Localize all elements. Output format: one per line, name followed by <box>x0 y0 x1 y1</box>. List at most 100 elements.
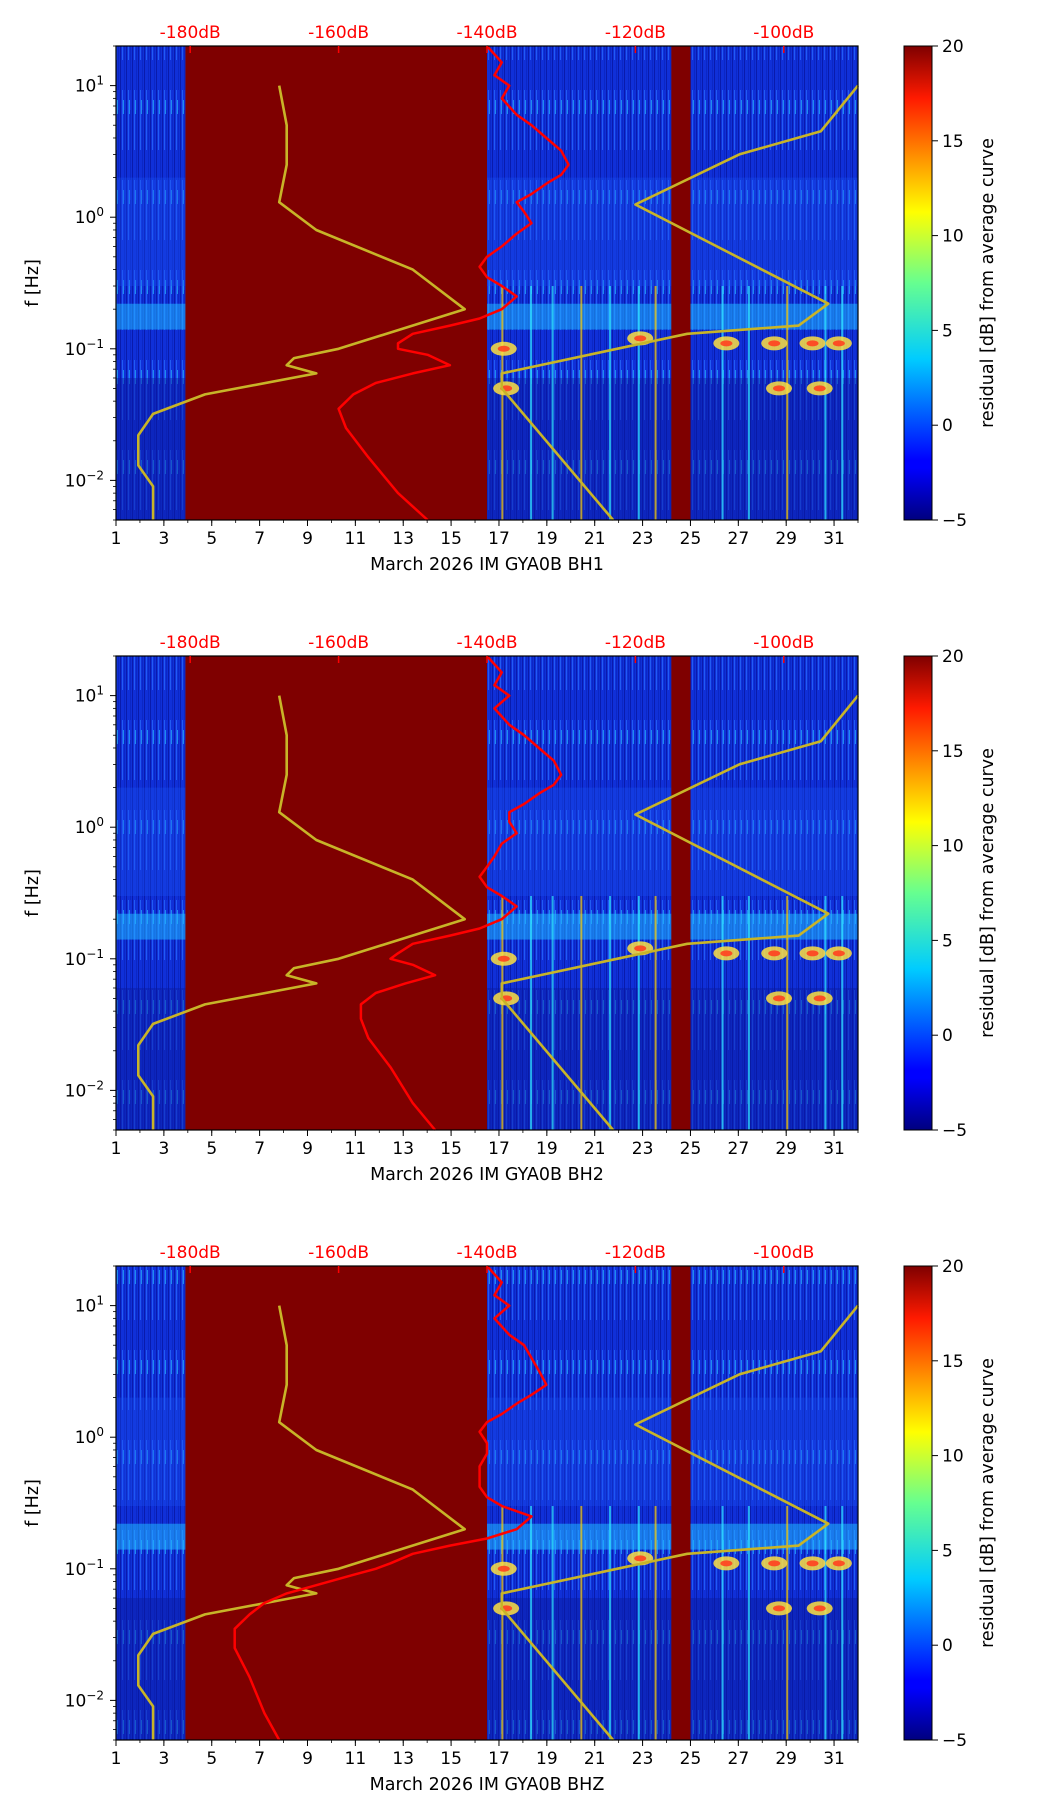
x-tick-label: 27 <box>728 529 750 549</box>
top-db-tick-label: -120dB <box>605 633 666 653</box>
x-tick-label: 25 <box>680 529 702 549</box>
top-db-tick-label: -160dB <box>308 1243 369 1263</box>
transient-streak <box>841 1506 844 1740</box>
x-tick-label: 17 <box>488 1139 510 1159</box>
energy-blob-core <box>720 340 733 347</box>
transient-streak <box>654 286 657 520</box>
colorbar-tick-label: 10 <box>942 837 964 857</box>
colorbar <box>903 45 933 521</box>
x-tick-label: 27 <box>728 1139 750 1159</box>
x-tick-label: 11 <box>345 1749 367 1769</box>
x-tick-label: 9 <box>302 1749 313 1769</box>
colorbar-tick-label: 20 <box>942 37 964 57</box>
energy-blob-core <box>720 950 733 957</box>
x-tick-label: 3 <box>158 529 169 549</box>
energy-blob-core <box>806 340 819 347</box>
x-tick-label: 7 <box>254 1139 265 1159</box>
y-tick-label: 100 <box>75 1425 104 1448</box>
x-tick-label: 19 <box>536 1749 558 1769</box>
energy-blob-core <box>832 1560 845 1567</box>
energy-blob-core <box>720 1560 733 1567</box>
energy-blob-core <box>497 1565 510 1572</box>
x-tick-label: 1 <box>111 1749 122 1769</box>
noise-model-curve-second <box>500 694 860 1131</box>
transient-streak <box>654 1506 657 1740</box>
top-db-tick-label: -140dB <box>456 633 517 653</box>
x-tick-label: 9 <box>302 529 313 549</box>
transient-streak <box>824 896 827 1130</box>
x-tick-label: 7 <box>254 1749 265 1769</box>
energy-blob-core <box>768 1560 781 1567</box>
top-db-tick-label: -100dB <box>753 23 814 43</box>
top-db-tick-label: -100dB <box>753 1243 814 1263</box>
x-axis-label: March 2026 IM GYA0B BHZ <box>370 1775 605 1795</box>
transient-streak <box>551 896 554 1130</box>
y-tick-label: 100 <box>75 205 104 228</box>
data-gap <box>185 1266 487 1740</box>
colorbar-label: residual [dB] from average curve <box>978 1358 998 1648</box>
y-tick-label: 100 <box>75 815 104 838</box>
colorbar-tick-label: −5 <box>942 511 967 531</box>
top-db-tick-label: -120dB <box>605 1243 666 1263</box>
x-tick-label: 1 <box>111 1139 122 1159</box>
colorbar-tick-label: 0 <box>942 1636 953 1656</box>
transient-streak <box>824 1506 827 1740</box>
transient-streak <box>609 1506 612 1740</box>
transient-streak <box>747 1506 750 1740</box>
data-gap <box>671 656 691 1130</box>
y-axis-label: f [Hz] <box>23 259 43 307</box>
transient-streak <box>747 286 750 520</box>
energy-blob-core <box>813 385 826 392</box>
x-tick-label: 19 <box>536 529 558 549</box>
x-tick-label: 15 <box>440 1139 462 1159</box>
x-axis-label: March 2026 IM GYA0B BH1 <box>370 555 604 575</box>
top-db-tick-label: -180dB <box>160 1243 221 1263</box>
transient-streak <box>841 896 844 1130</box>
x-tick-label: 15 <box>440 1749 462 1769</box>
energy-blob-core <box>832 340 845 347</box>
colorbar-tick-label: 15 <box>942 742 964 762</box>
energy-blob-core <box>634 1555 647 1562</box>
transient-streak <box>747 896 750 1130</box>
transient-streak <box>501 1506 504 1740</box>
x-tick-label: 23 <box>632 1139 654 1159</box>
energy-blob-core <box>768 950 781 957</box>
y-tick-label: 101 <box>75 684 104 707</box>
energy-blob-core <box>806 1560 819 1567</box>
y-axis-label: f [Hz] <box>23 1479 43 1527</box>
transient-streak <box>580 286 583 520</box>
transient-streak <box>637 896 640 1130</box>
top-db-tick-label: -120dB <box>605 23 666 43</box>
x-axis-label: March 2026 IM GYA0B BH2 <box>370 1165 604 1185</box>
energy-blob-core <box>634 335 647 342</box>
transient-streak <box>824 286 827 520</box>
x-tick-label: 13 <box>392 1749 414 1769</box>
colorbar-label: residual [dB] from average curve <box>978 138 998 428</box>
x-tick-label: 3 <box>158 1139 169 1159</box>
top-db-tick-label: -140dB <box>456 23 517 43</box>
transient-streak <box>530 896 533 1130</box>
top-db-tick-label: -140dB <box>456 1243 517 1263</box>
x-tick-label: 13 <box>392 529 414 549</box>
y-tick-label: 10−1 <box>65 947 104 970</box>
transient-streak <box>786 286 789 520</box>
top-db-tick-label: -160dB <box>308 23 369 43</box>
colorbar-tick-label: 20 <box>942 1257 964 1277</box>
x-tick-label: 19 <box>536 1139 558 1159</box>
x-tick-label: 17 <box>488 529 510 549</box>
y-tick-label: 10−2 <box>65 1688 104 1711</box>
x-tick-label: 11 <box>345 1139 367 1159</box>
energy-blob-core <box>497 345 510 352</box>
colorbar <box>903 1265 933 1741</box>
colorbar-tick-label: 20 <box>942 647 964 667</box>
transient-streak <box>501 896 504 1130</box>
colorbar-tick-label: −5 <box>942 1121 967 1141</box>
top-db-tick-label: -180dB <box>160 633 221 653</box>
y-tick-label: 10−2 <box>65 1078 104 1101</box>
x-tick-label: 29 <box>775 1749 797 1769</box>
x-tick-label: 31 <box>823 529 845 549</box>
data-gap <box>185 46 487 520</box>
x-tick-label: 11 <box>345 529 367 549</box>
transient-streak <box>721 896 724 1130</box>
median-psd-curve <box>337 45 570 521</box>
